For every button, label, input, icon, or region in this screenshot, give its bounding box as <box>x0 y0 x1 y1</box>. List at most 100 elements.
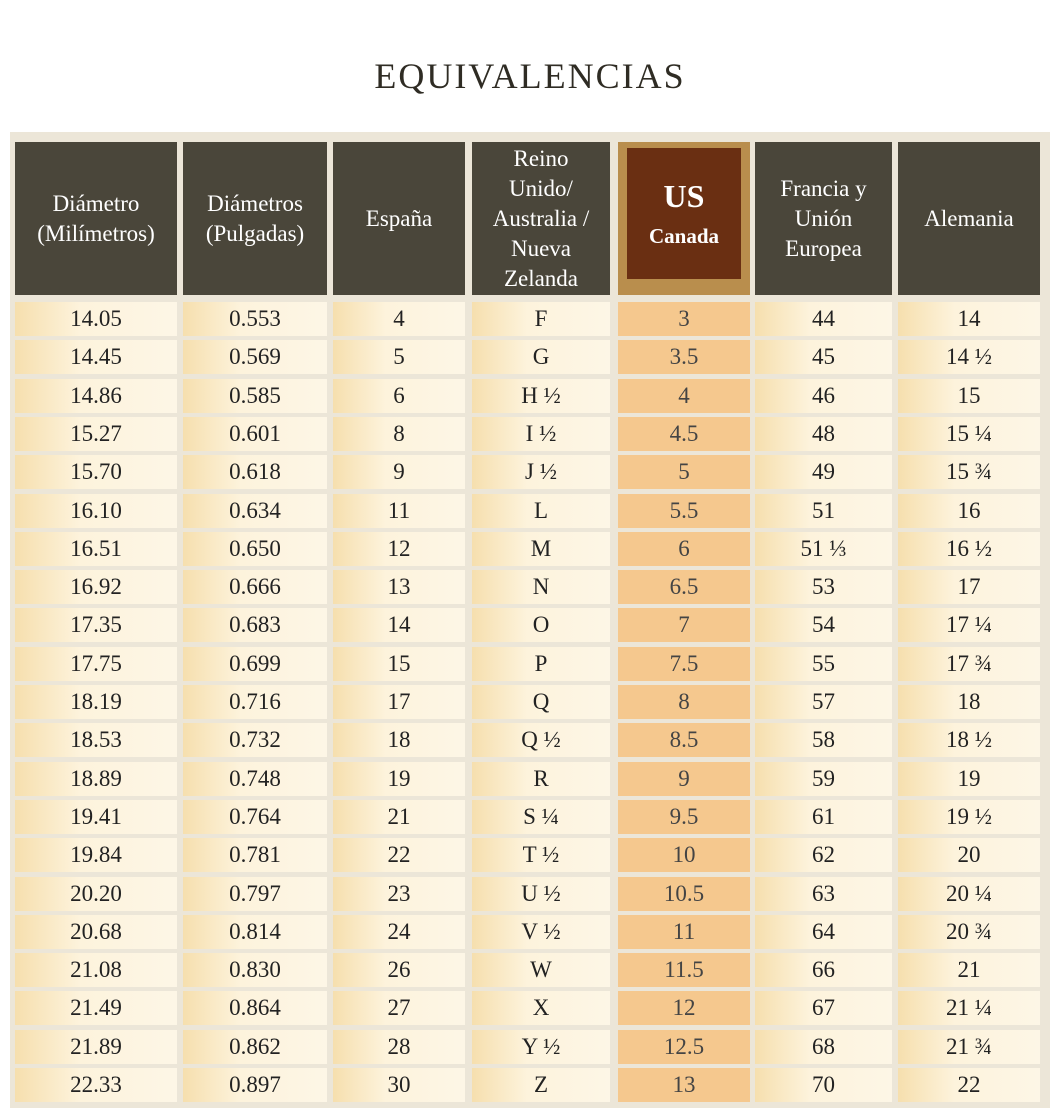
table-cell: Z <box>472 1068 610 1102</box>
table-cell: 21 ¼ <box>898 991 1040 1026</box>
table-cell: 12.5 <box>618 1029 750 1064</box>
table-cell: N <box>472 570 610 605</box>
table-cell: 0.764 <box>183 799 327 834</box>
title: EQUIVALENCIAS <box>374 56 686 96</box>
table-cell: 64 <box>755 914 892 949</box>
table-cell: J ½ <box>472 455 610 490</box>
column-header: Reino Unido/ Australia / Nueva Zelanda <box>472 142 610 295</box>
table-cell: 62 <box>755 838 892 873</box>
table-cell: 15 ¼ <box>898 416 1040 451</box>
table-cell: 49 <box>755 455 892 490</box>
table-cell: 45 <box>755 340 892 375</box>
table-cell: 14 ½ <box>898 340 1040 375</box>
table-cell: 14 <box>333 608 465 643</box>
table-cell: 10 <box>618 838 750 873</box>
table-cell: 17.35 <box>15 608 177 643</box>
table-cell: R <box>472 761 610 796</box>
column-header: US Canada <box>618 142 750 295</box>
table-cell: 19 <box>898 761 1040 796</box>
table-cell: 18 <box>898 685 1040 719</box>
table-cell: 0.601 <box>183 416 327 451</box>
table-cell: 15.70 <box>15 455 177 490</box>
table-cell: 17 ¼ <box>898 608 1040 643</box>
table-cell: 17 ¾ <box>898 646 1040 681</box>
table-cell: Q <box>472 685 610 719</box>
table-cell: 16.10 <box>15 493 177 528</box>
table-cell: 44 <box>755 302 892 336</box>
table-cell: 16.51 <box>15 531 177 566</box>
table-cell: 8 <box>333 416 465 451</box>
table-cell: 10.5 <box>618 876 750 911</box>
table-cell: P <box>472 646 610 681</box>
table-cell: H ½ <box>472 378 610 413</box>
table-cell: 19 <box>333 761 465 796</box>
table-cell: 13 <box>618 1068 750 1102</box>
table-cell: 21 <box>333 799 465 834</box>
table-cell: 0.864 <box>183 991 327 1026</box>
table-cell: 68 <box>755 1029 892 1064</box>
table-cell: Q ½ <box>472 723 610 758</box>
table-cell: 20 <box>898 838 1040 873</box>
column-header: Diámetro (Milímetros) <box>15 142 177 295</box>
table-cell: 11 <box>618 914 750 949</box>
table-cell: 70 <box>755 1068 892 1102</box>
table-cell: 3.5 <box>618 340 750 375</box>
table-cell: 15 ¾ <box>898 455 1040 490</box>
table-cell: 18 <box>333 723 465 758</box>
table-cell: 0.634 <box>183 493 327 528</box>
table-cell: 51 ⅓ <box>755 531 892 566</box>
table-cell: 0.569 <box>183 340 327 375</box>
table-cell: 4 <box>333 302 465 336</box>
table-cell: 19.84 <box>15 838 177 873</box>
table-cell: U ½ <box>472 876 610 911</box>
table-cell: M <box>472 531 610 566</box>
table-cell: 14.45 <box>15 340 177 375</box>
header-box: US Canada <box>627 148 741 279</box>
table-cell: 18.89 <box>15 761 177 796</box>
table-cell: 24 <box>333 914 465 949</box>
table-cell: I ½ <box>472 416 610 451</box>
table-cell: 20.20 <box>15 876 177 911</box>
table-cell: 0.650 <box>183 531 327 566</box>
table-cell: 9 <box>333 455 465 490</box>
table-cell: 61 <box>755 799 892 834</box>
table-cell: 15 <box>898 378 1040 413</box>
table-cell: 14 <box>898 302 1040 336</box>
table-cell: 48 <box>755 416 892 451</box>
table-cell: 7.5 <box>618 646 750 681</box>
table-cell: 30 <box>333 1068 465 1102</box>
table-cell: 17 <box>898 570 1040 605</box>
table-cell: 0.732 <box>183 723 327 758</box>
table-cell: 67 <box>755 991 892 1026</box>
column-header: Alemania <box>898 142 1040 295</box>
table-cell: 0.781 <box>183 838 327 873</box>
table-cell: 27 <box>333 991 465 1026</box>
table-cell: 18.53 <box>15 723 177 758</box>
table-cell: 22 <box>898 1068 1040 1102</box>
table-cell: 6.5 <box>618 570 750 605</box>
table-cell: 7 <box>618 608 750 643</box>
table-cell: 6 <box>333 378 465 413</box>
table-cell: 19.41 <box>15 799 177 834</box>
table-cell: 17.75 <box>15 646 177 681</box>
table-cell: V ½ <box>472 914 610 949</box>
table-cell: 21.08 <box>15 953 177 988</box>
table-cell: 0.666 <box>183 570 327 605</box>
table-cell: 0.748 <box>183 761 327 796</box>
table-cell: T ½ <box>472 838 610 873</box>
table-cell: 14.86 <box>15 378 177 413</box>
table-cell: 0.618 <box>183 455 327 490</box>
table-cell: 0.553 <box>183 302 327 336</box>
table-cell: 0.716 <box>183 685 327 719</box>
table-cell: 21.49 <box>15 991 177 1026</box>
table-cell: 59 <box>755 761 892 796</box>
table-cell: 6 <box>618 531 750 566</box>
table-cell: 12 <box>333 531 465 566</box>
table-cell: 55 <box>755 646 892 681</box>
table-cell: 0.814 <box>183 914 327 949</box>
table-cell: 15 <box>333 646 465 681</box>
table-cell: 18.19 <box>15 685 177 719</box>
table-cell: 22 <box>333 838 465 873</box>
table-cell: 8.5 <box>618 723 750 758</box>
